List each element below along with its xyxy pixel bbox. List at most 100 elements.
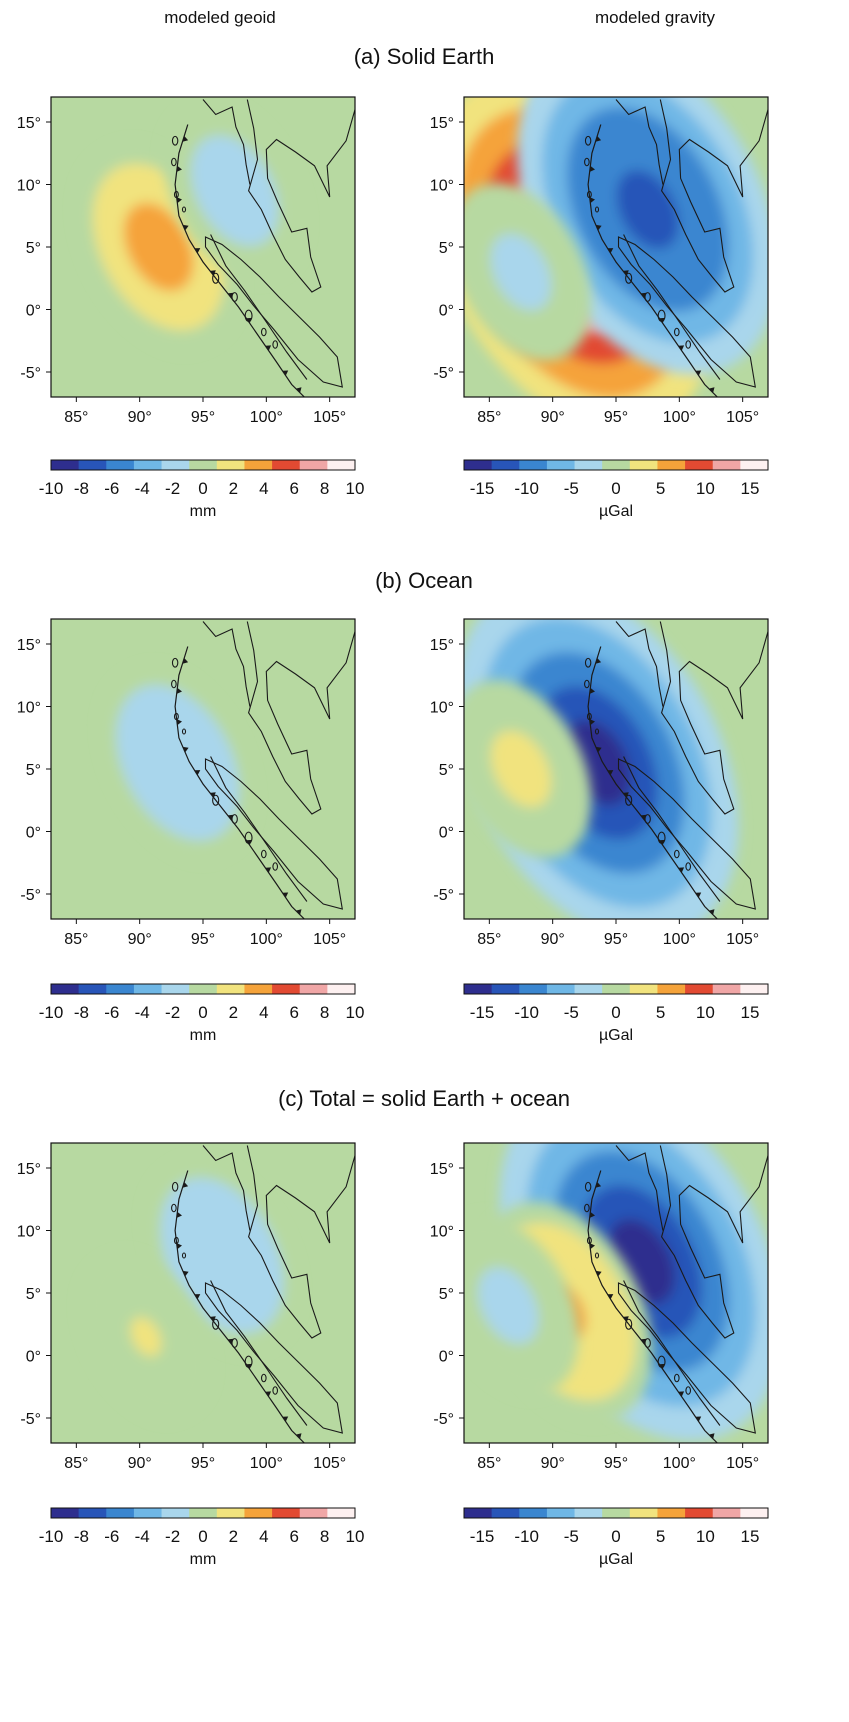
colorbar-swatch [740,460,769,470]
colorbar-tick-label: -6 [104,1003,119,1022]
colorbar-swatch [216,984,245,994]
x-tick-label: 90° [541,1455,565,1472]
colorbar-tick-label: -10 [514,1003,539,1022]
trench-tooth [695,1416,702,1422]
y-tick-label: -5° [20,887,41,904]
trench-tooth [595,658,602,664]
colorbar-tick-label: 0 [611,1527,620,1546]
colorbar-tick-label: 6 [289,1527,298,1546]
colorbar-swatch [464,984,493,994]
colorbar-tick-label: 10 [696,479,715,498]
subduction-trench [174,646,305,919]
x-tick-label: 100° [250,409,283,426]
colorbar-tick-label: -10 [514,1527,539,1546]
colorbar-swatch [78,1508,107,1518]
colorbar-swatch [299,984,328,994]
trench-tooth [265,1391,272,1397]
colorbar-tick-label: -4 [135,1527,150,1546]
anomaly-field [464,619,768,919]
colorbar-tick-label: -2 [165,479,180,498]
x-tick-label: 100° [250,931,283,948]
x-tick-label: 95° [191,1455,215,1472]
colorbar-swatch [299,460,328,470]
trench-tooth [595,746,602,753]
anomaly-lobe [464,1216,579,1395]
trench-tooth [640,292,647,299]
y-tick-label: 5° [439,240,454,257]
anomaly-field [51,619,355,919]
colorbar-swatch [712,460,741,470]
y-tick-label: 0° [26,825,41,842]
y-tick-label: 10° [17,1224,41,1241]
colorbar-tick-label: -4 [135,479,150,498]
colorbar-swatch [272,460,301,470]
colorbar-swatch [464,1508,493,1518]
map-panel-c-gravity: 85° 90° 95° 100° 105° 15° 10° 5° 0° -5° -15 -10 -5 0 5… [430,1142,769,1568]
trench-tooth [182,746,189,753]
colorbar-swatch [657,984,686,994]
colorbar-gravity: -15 -10 -5 0 5 10 15 µGal [463,983,769,1044]
colorbar-swatch [685,984,714,994]
trench-tooth [595,1182,602,1188]
trench-tooth [182,658,189,664]
colorbar-swatch [78,984,107,994]
colorbar-swatch [657,460,686,470]
trench-tooth [589,719,595,726]
x-tick-label: 95° [191,931,215,948]
x-tick-label: 105° [313,931,346,948]
colorbar-swatch [133,460,163,470]
colorbar-tick-label: -5 [564,1003,579,1022]
colorbar-tick-label: 0 [611,479,620,498]
colorbar-swatch [161,1508,190,1518]
trench-tooth [265,345,272,351]
y-tick-label: 5° [439,1286,454,1303]
colorbar-swatch [712,1508,741,1518]
colorbar-tick-label: 8 [320,1003,329,1022]
colorbar-tick-label: 15 [741,479,760,498]
colorbar-unit-label: µGal [599,503,633,520]
colorbar-tick-label: 6 [289,479,298,498]
subduction-trench [587,646,718,919]
trench-tooth [227,1338,234,1345]
x-tick-label: 90° [128,931,152,948]
trench-tooth [194,770,201,776]
colorbar-swatch [133,984,163,994]
trench-tooth [295,909,302,915]
y-tick-label: 0° [439,825,454,842]
y-tick-label: 0° [439,303,454,320]
trench-tooth [246,839,253,846]
y-tick-label: 10° [430,178,454,195]
y-tick-label: 0° [439,1349,454,1366]
colorbar-swatch [602,984,631,994]
colorbar-swatch [546,1508,576,1518]
colorbar-tick-label: 8 [320,479,329,498]
x-tick-label: 100° [250,1455,283,1472]
y-tick-label: 0° [26,303,41,320]
colorbar-geoid: -10 -8 -6 -4 -2 0 2 4 6 8 10 mm [39,983,364,1044]
trench-tooth [695,370,702,376]
x-tick-label: 85° [477,409,501,426]
subduction-trench [174,1170,305,1443]
colorbar-tick-label: -4 [135,1003,150,1022]
colorbar-tick-label: 8 [320,1527,329,1546]
colorbar-swatch [602,1508,631,1518]
trench-tooth [210,792,216,798]
coastline [171,99,355,388]
trench-tooth [640,1338,647,1345]
colorbar-tick-label: 5 [656,1003,665,1022]
colorbar-tick-label: 10 [346,1527,365,1546]
x-tick-label: 100° [663,1455,696,1472]
trench-tooth [295,1433,302,1439]
colorbar-tick-label: 15 [741,1527,760,1546]
trench-tooth [227,814,234,821]
x-tick-label: 105° [726,931,759,948]
x-tick-label: 85° [477,931,501,948]
anomaly-lobe [81,1254,211,1419]
x-tick-label: 90° [128,1455,152,1472]
colorbar-tick-label: 0 [198,479,207,498]
colorbar-swatch [51,1508,80,1518]
column-title-gravity: modeled gravity [595,8,716,27]
trench-tooth [595,136,602,142]
colorbar-swatch [574,984,603,994]
